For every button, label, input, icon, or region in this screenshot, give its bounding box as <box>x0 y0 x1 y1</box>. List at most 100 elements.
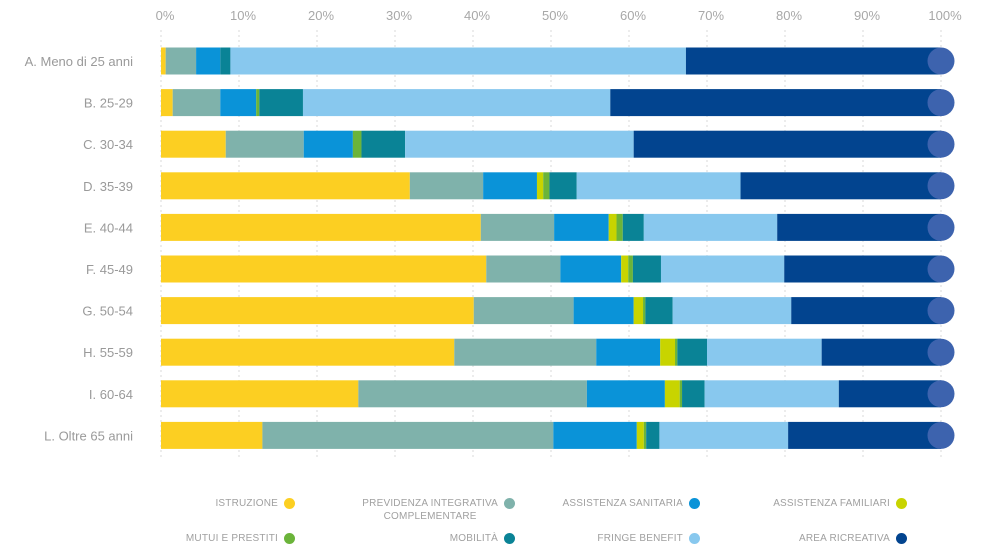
bar-segments <box>161 47 941 449</box>
category-label: A. Meno di 25 anni <box>25 54 134 69</box>
bar-segment <box>161 172 410 200</box>
bar-segment <box>633 297 644 325</box>
bar-segment <box>622 213 644 241</box>
bar-segment <box>685 47 941 75</box>
bar-segment <box>473 297 574 325</box>
bar-segment <box>483 172 537 200</box>
bar-end-cap <box>927 89 955 117</box>
x-tick-label: 0% <box>156 8 175 23</box>
bar-segment <box>454 338 597 366</box>
bar-segment <box>633 130 941 158</box>
bar-segment <box>659 421 789 449</box>
bar-segment <box>672 297 792 325</box>
bar-segment <box>405 130 634 158</box>
bar-segment <box>358 380 587 408</box>
bar-segment <box>161 255 487 283</box>
bar-end-cap <box>927 47 955 75</box>
category-label: B. 25-29 <box>84 96 133 111</box>
x-tick-label: 30% <box>386 8 412 23</box>
bar-segment <box>660 255 785 283</box>
x-axis-tick-labels: 0% 10% 20% 30% 40% 50% 60% 70% 80% 90% 100% <box>156 8 962 23</box>
bar-segment <box>549 172 577 200</box>
bar-segment <box>821 338 941 366</box>
bar-segment <box>161 213 481 241</box>
bar-segment <box>621 255 629 283</box>
category-label: H. 55-59 <box>83 345 133 360</box>
category-label: G. 50-54 <box>82 304 133 319</box>
bar-segment <box>480 213 555 241</box>
bar-end-cap <box>927 130 955 158</box>
bar-segment <box>220 47 231 75</box>
bar-segment <box>161 421 263 449</box>
bar-segment <box>677 338 707 366</box>
x-tick-label: 80% <box>776 8 802 23</box>
bar-segment <box>352 130 362 158</box>
bar-segment <box>645 297 673 325</box>
x-tick-label: 40% <box>464 8 490 23</box>
bar-segment <box>740 172 941 200</box>
bar-segment <box>596 338 661 366</box>
bar-segment <box>161 338 455 366</box>
bar-segment <box>608 213 617 241</box>
bar-segment <box>536 172 544 200</box>
bar-segment <box>679 380 683 408</box>
bar-segment <box>225 130 304 158</box>
bar-segment <box>777 213 941 241</box>
bar-segment <box>628 255 633 283</box>
bar-segment <box>543 172 550 200</box>
bar-segment <box>573 297 634 325</box>
bar-segment <box>230 47 686 75</box>
bar-segment <box>643 297 646 325</box>
bar-segment <box>704 380 839 408</box>
bar-segment <box>303 130 353 158</box>
bar-segment <box>788 421 941 449</box>
bar-segment <box>196 47 221 75</box>
x-tick-label: 100% <box>928 8 962 23</box>
bar-segment <box>784 255 941 283</box>
bar-segment <box>838 380 941 408</box>
bar-end-cap <box>927 338 955 366</box>
bar-segment <box>161 47 166 75</box>
bar-segment <box>161 380 359 408</box>
bar-segment <box>707 338 822 366</box>
x-tick-label: 10% <box>230 8 256 23</box>
bar-segment <box>553 421 637 449</box>
bar-segment <box>262 421 554 449</box>
bar-end-cap <box>927 297 955 325</box>
bar-segment <box>632 255 661 283</box>
bar-end-cap <box>927 255 955 283</box>
bar-segment <box>646 421 660 449</box>
category-label: I. 60-64 <box>89 387 133 402</box>
x-tick-label: 90% <box>854 8 880 23</box>
bar-segment <box>791 297 941 325</box>
bar-end-cap <box>927 380 955 408</box>
bar-end-cap <box>927 172 955 200</box>
bar-segment <box>161 89 173 117</box>
bar-segment <box>161 130 226 158</box>
bar-end-cap <box>927 213 955 241</box>
bar-segment <box>586 380 665 408</box>
bar-segment <box>675 338 678 366</box>
bar-end-cap <box>927 421 955 449</box>
bar-segment <box>409 172 484 200</box>
bar-segment <box>259 89 303 117</box>
bar-segment <box>361 130 406 158</box>
bar-segment <box>302 89 611 117</box>
bar-segment <box>660 338 676 366</box>
category-label: D. 35-39 <box>83 179 133 194</box>
bar-segment <box>643 421 647 449</box>
bar-segment <box>172 89 221 117</box>
x-tick-label: 70% <box>698 8 724 23</box>
bar-segment <box>161 297 474 325</box>
bar-segment <box>554 213 609 241</box>
category-label: E. 40-44 <box>84 220 133 235</box>
x-tick-label: 50% <box>542 8 568 23</box>
bar-segment <box>256 89 260 117</box>
category-labels: A. Meno di 25 anni B. 25-29 C. 30-34 D. 35-… <box>25 54 134 443</box>
bar-end-caps <box>927 47 955 449</box>
category-label: C. 30-34 <box>83 137 133 152</box>
bar-segment <box>636 421 644 449</box>
bar-segment <box>486 255 561 283</box>
bar-segment <box>643 213 778 241</box>
